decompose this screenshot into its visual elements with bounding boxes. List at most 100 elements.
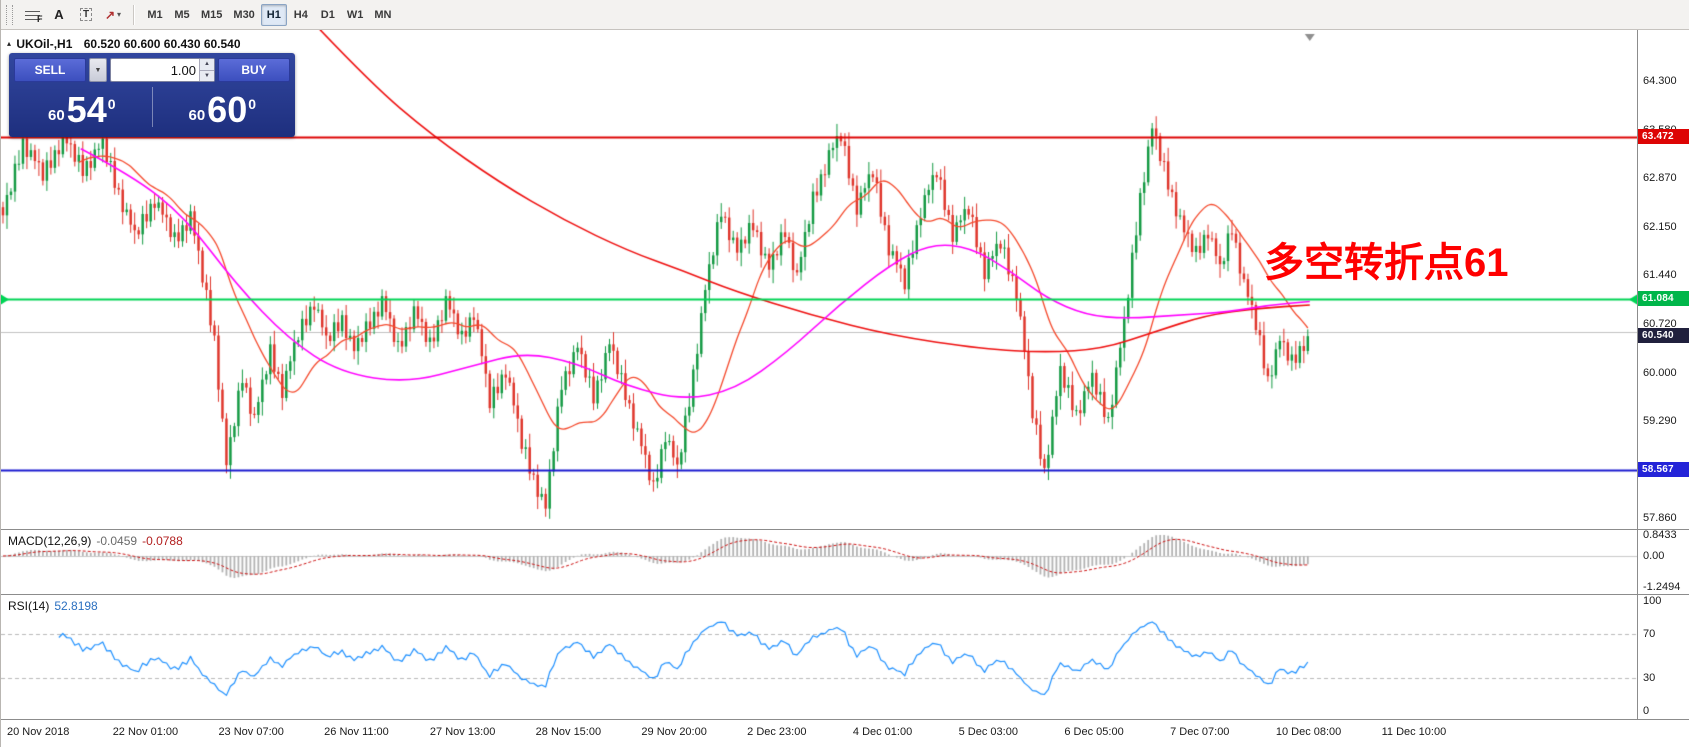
- label-tool-button[interactable]: T: [73, 3, 99, 27]
- symbol-text: UKOil-,H1: [16, 37, 73, 51]
- fibonacci-icon: F: [24, 8, 43, 24]
- price-plot-area: ▴ UKOil-,H1 60.520 60.600 60.430 60.540 …: [1, 30, 1637, 529]
- price-tick: 59.290: [1643, 415, 1677, 428]
- label-tool-icon: T: [79, 8, 93, 21]
- rsi-plot-area: RSI(14) 52.8198: [1, 595, 1637, 719]
- time-label: 29 Nov 20:00: [641, 726, 707, 738]
- order-options-dropdown[interactable]: ▼: [89, 58, 107, 82]
- chart-workspace: ▴ UKOil-,H1 60.520 60.600 60.430 60.540 …: [1, 30, 1689, 747]
- sell-price-sup: 0: [107, 96, 116, 112]
- text-tool-button[interactable]: A: [46, 3, 72, 27]
- buy-button[interactable]: BUY: [218, 58, 290, 82]
- rsi-tick: 0: [1643, 705, 1650, 717]
- price-tick: 57.860: [1643, 512, 1677, 525]
- price-tag: 61.084: [1638, 291, 1689, 307]
- buy-price-big: 60: [207, 89, 248, 130]
- macd-value-signal: -0.0788: [142, 534, 183, 548]
- rsi-tick: 70: [1643, 628, 1656, 640]
- time-label: 28 Nov 15:00: [535, 726, 602, 738]
- arrows-tool-button[interactable]: ↗ ▾: [100, 3, 126, 27]
- rsi-label: RSI(14) 52.8198: [8, 599, 98, 613]
- macd-tick: 0.00: [1643, 549, 1665, 562]
- macd-axis[interactable]: 0.8433 0.00 -1.2494: [1637, 529, 1689, 594]
- rsi-value: 52.8198: [54, 599, 98, 613]
- macd-plot-area: MACD(12,26,9) -0.0459 -0.0788: [1, 530, 1637, 594]
- price-chart-panel: ▴ UKOil-,H1 60.520 60.600 60.430 60.540 …: [1, 30, 1689, 530]
- time-axis[interactable]: 20 Nov 2018 22 Nov 01:00 23 Nov 07:00 26 No…: [1, 720, 1689, 747]
- toolbar-grip[interactable]: [6, 4, 13, 25]
- price-tick: 60.720: [1643, 317, 1677, 330]
- volume-increase-button[interactable]: ▲: [200, 59, 214, 71]
- toolbar-separator: [133, 4, 135, 25]
- time-label: 26 Nov 11:00: [324, 726, 389, 738]
- rsi-tick: 30: [1643, 672, 1656, 684]
- chevron-down-icon: ▾: [117, 10, 122, 19]
- macd-name: MACD(12,26,9): [8, 534, 92, 548]
- timeframe-group: M1 M5 M15 M30 H1 H4 D1 W1 MN: [142, 3, 396, 26]
- timeframe-d1-button[interactable]: D1: [320, 8, 335, 21]
- time-label: 2 Dec 23:00: [747, 726, 807, 738]
- volume-decrease-button[interactable]: ▼: [200, 70, 214, 81]
- price-tag: 60.540: [1638, 328, 1689, 344]
- price-tick: 61.440: [1643, 269, 1677, 282]
- sell-price-big: 54: [66, 89, 107, 130]
- fibonacci-f-glyph: F: [37, 14, 43, 24]
- arrows-tool-icon: ↗: [104, 7, 116, 22]
- time-label: 6 Dec 05:00: [1064, 726, 1124, 738]
- symbol-marker-icon: ▴: [7, 39, 12, 48]
- chevron-down-icon: ▼: [94, 66, 102, 74]
- volume-value: 1.00: [170, 62, 196, 78]
- time-label: 23 Nov 07:00: [218, 726, 284, 738]
- rsi-axis[interactable]: 100 70 30 0: [1637, 595, 1689, 719]
- time-label: 4 Dec 01:00: [852, 726, 913, 738]
- timeframe-m5-button[interactable]: M5: [174, 8, 190, 21]
- price-tag: 58.567: [1638, 462, 1689, 478]
- rsi-tick: 100: [1643, 595, 1662, 607]
- price-axis[interactable]: 64.30063.58062.87062.15061.44060.72060.0…: [1637, 30, 1689, 529]
- timeframe-h4-button[interactable]: H4: [293, 8, 308, 21]
- price-tick: 64.300: [1643, 74, 1677, 87]
- text-tool-icon: A: [54, 7, 64, 22]
- price-divider: [151, 87, 153, 127]
- one-click-trading-panel: SELL ▼ 1.00 ▲ ▼ BUY: [9, 53, 295, 137]
- price-tick: 60.000: [1643, 366, 1677, 379]
- volume-field[interactable]: 1.00 ▲ ▼: [110, 58, 215, 82]
- price-tag: 63.472: [1638, 129, 1689, 145]
- trade-panel-prices: 60 54 0 60 60 0: [14, 83, 290, 131]
- rsi-canvas[interactable]: [1, 595, 1637, 719]
- time-label: 10 Dec 08:00: [1275, 726, 1342, 738]
- timeframe-m15-button[interactable]: M15: [201, 8, 223, 21]
- rsi-name: RSI(14): [8, 599, 50, 613]
- price-tick: 62.150: [1643, 220, 1677, 233]
- sell-button[interactable]: SELL: [14, 58, 86, 82]
- price-tick: 62.870: [1643, 172, 1677, 184]
- time-label: 22 Nov 01:00: [112, 726, 179, 738]
- sell-price-prefix: 60: [47, 107, 65, 124]
- buy-price[interactable]: 60 60 0: [157, 89, 289, 130]
- rsi-panel: RSI(14) 52.8198 100 70 30 0: [1, 595, 1689, 720]
- macd-panel: MACD(12,26,9) -0.0459 -0.0788 0.8433 0.00 -1…: [1, 529, 1689, 595]
- timeframe-h1-button[interactable]: H1: [260, 3, 287, 26]
- time-label: 5 Dec 03:00: [958, 726, 1018, 738]
- ohlc-text: 60.520 60.600 60.430 60.540: [83, 37, 241, 51]
- trade-panel-controls: SELL ▼ 1.00 ▲ ▼ BUY: [14, 57, 290, 83]
- buy-price-sup: 0: [248, 96, 257, 112]
- macd-canvas[interactable]: [1, 530, 1637, 594]
- volume-spinner: ▲ ▼: [199, 59, 214, 81]
- timeframe-m30-button[interactable]: M30: [233, 8, 255, 21]
- fibonacci-tool-button[interactable]: F: [19, 3, 45, 27]
- timeframe-mn-button[interactable]: MN: [374, 8, 392, 21]
- timeframe-w1-button[interactable]: W1: [346, 8, 364, 21]
- charts-toolbar: F A T ↗ ▾ M1 M5 M15 M30 H1 H4 D1 W1 MN: [1, 0, 1689, 30]
- time-label: 7 Dec 07:00: [1170, 726, 1230, 738]
- sell-price[interactable]: 60 54 0: [16, 89, 148, 130]
- chart-annotation[interactable]: 多空转折点61: [1264, 241, 1509, 285]
- chart-symbol-label: ▴ UKOil-,H1 60.520 60.600 60.430 60.540: [7, 37, 241, 51]
- buy-price-prefix: 60: [188, 107, 206, 124]
- time-label: 20 Nov 2018: [6, 726, 70, 738]
- macd-value-main: -0.0459: [96, 534, 138, 548]
- macd-tick: -1.2494: [1643, 581, 1681, 593]
- timeframe-m1-button[interactable]: M1: [147, 8, 163, 21]
- time-label: 11 Dec 10:00: [1381, 726, 1447, 738]
